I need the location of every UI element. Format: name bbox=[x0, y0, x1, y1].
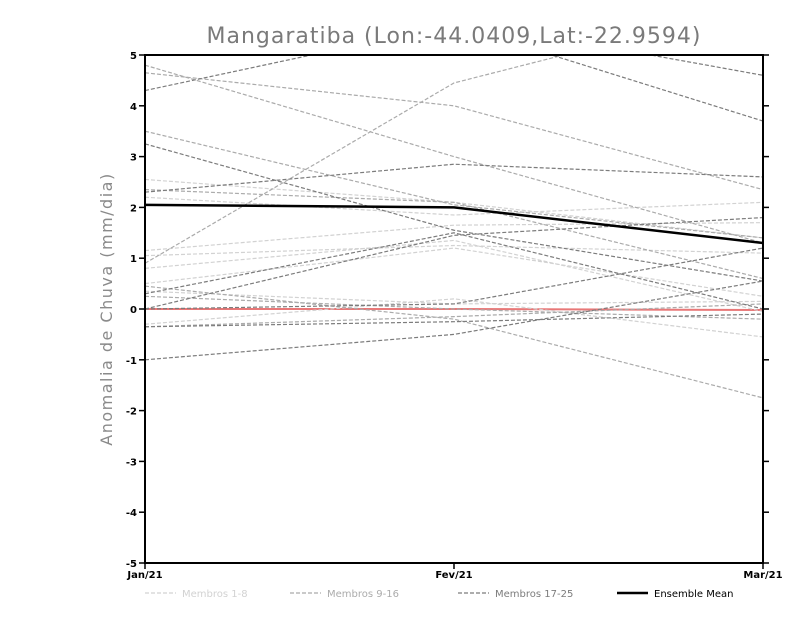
series-line-m22 bbox=[145, 216, 763, 310]
legend-label: Membros 9-16 bbox=[327, 589, 399, 600]
x-tick-label: Fev/21 bbox=[435, 570, 472, 581]
legend-label: Membros 1-8 bbox=[182, 589, 248, 600]
series-line-m19 bbox=[145, 143, 763, 282]
series-line-m9 bbox=[145, 64, 763, 244]
series-line-m3 bbox=[145, 222, 763, 252]
y-tick-label: -1 bbox=[126, 356, 137, 367]
legend-label: Membros 17-25 bbox=[495, 589, 573, 600]
series-lines bbox=[145, 55, 763, 399]
series-line-m15 bbox=[145, 295, 763, 320]
legend: Membros 1-8 Membros 9-16 Membros 17-25 Ense… bbox=[145, 589, 733, 600]
series-line-m23 bbox=[145, 247, 763, 310]
series-line-m20 bbox=[145, 163, 763, 193]
ensemble-mean-line bbox=[145, 203, 763, 245]
y-tick-label: 4 bbox=[130, 102, 137, 113]
series-line-m17 bbox=[145, 55, 763, 122]
series-line-m13 bbox=[145, 55, 567, 264]
series-line-m6 bbox=[145, 247, 763, 297]
y-axis-ticks: 5 4 3 2 1 0 -1 -2 -3 -4 -5 bbox=[126, 51, 769, 570]
series-line-m12 bbox=[145, 189, 763, 280]
series-line-m24 bbox=[145, 313, 763, 328]
y-tick-label: 3 bbox=[130, 153, 137, 164]
series-line-m21 bbox=[145, 232, 763, 310]
series-line-m11 bbox=[145, 130, 763, 239]
clipped-series bbox=[145, 55, 763, 399]
x-tick-label: Jan/21 bbox=[126, 570, 162, 581]
series-line-m16 bbox=[145, 303, 763, 328]
series-line-m2 bbox=[145, 196, 763, 216]
series-line-m25 bbox=[145, 280, 763, 361]
y-tick-label: -3 bbox=[126, 457, 137, 468]
y-tick-label: 0 bbox=[130, 305, 137, 316]
series-line-m18 bbox=[647, 55, 763, 76]
series-line-m14 bbox=[145, 285, 763, 399]
y-tick-label: -5 bbox=[126, 559, 137, 570]
y-tick-label: -4 bbox=[126, 508, 137, 519]
y-tick-label: 1 bbox=[130, 254, 137, 265]
legend-label: Ensemble Mean bbox=[654, 589, 733, 600]
chart-title: Mangaratiba (Lon:-44.0409,Lat:-22.9594) bbox=[206, 24, 701, 49]
series-line-m1 bbox=[145, 178, 763, 239]
y-tick-label: 5 bbox=[130, 51, 137, 62]
series-line-m5 bbox=[145, 239, 763, 313]
series-line-m8 bbox=[145, 298, 763, 338]
y-axis-label: Anomalia de Chuva (mm/dia) bbox=[97, 172, 116, 445]
x-axis-ticks: Jan/21 Fev/21 Mar/21 bbox=[126, 563, 783, 581]
y-tick-label: 2 bbox=[130, 203, 137, 214]
x-tick-label: Mar/21 bbox=[743, 570, 782, 581]
series-line-m10 bbox=[145, 72, 763, 191]
series-line-m4 bbox=[145, 244, 763, 257]
y-tick-label: -2 bbox=[126, 407, 137, 418]
